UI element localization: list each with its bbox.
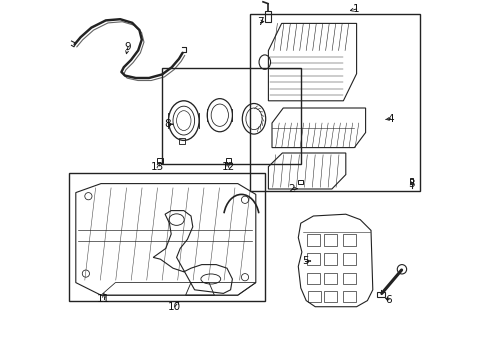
Text: 4: 4 xyxy=(387,114,394,124)
Text: 13: 13 xyxy=(150,162,164,172)
Bar xyxy=(324,253,337,265)
Bar xyxy=(324,273,337,284)
Text: 5: 5 xyxy=(302,256,309,266)
Bar xyxy=(343,253,356,265)
Text: 12: 12 xyxy=(222,162,235,172)
Text: 9: 9 xyxy=(124,42,131,52)
Bar xyxy=(308,291,320,302)
Text: 8: 8 xyxy=(164,119,171,129)
Text: 1: 1 xyxy=(353,4,360,14)
Text: 7: 7 xyxy=(257,17,264,27)
Bar xyxy=(69,173,265,301)
Bar xyxy=(343,291,356,302)
Bar xyxy=(343,234,356,246)
Bar xyxy=(377,292,385,297)
Bar xyxy=(410,178,414,184)
Bar xyxy=(250,14,419,191)
Bar xyxy=(324,291,337,302)
Bar xyxy=(162,68,301,164)
Text: 11: 11 xyxy=(97,294,111,304)
Bar xyxy=(298,180,303,184)
Bar xyxy=(343,273,356,284)
Bar xyxy=(179,138,185,144)
Text: 3: 3 xyxy=(408,179,415,189)
Bar xyxy=(265,11,271,22)
Bar xyxy=(307,273,319,284)
Bar xyxy=(324,234,337,246)
Text: 2: 2 xyxy=(289,184,295,194)
Bar xyxy=(157,158,163,163)
Text: 10: 10 xyxy=(168,302,181,312)
Bar xyxy=(307,253,319,265)
Bar xyxy=(226,158,231,163)
Text: 6: 6 xyxy=(386,294,392,305)
Bar xyxy=(307,234,319,246)
